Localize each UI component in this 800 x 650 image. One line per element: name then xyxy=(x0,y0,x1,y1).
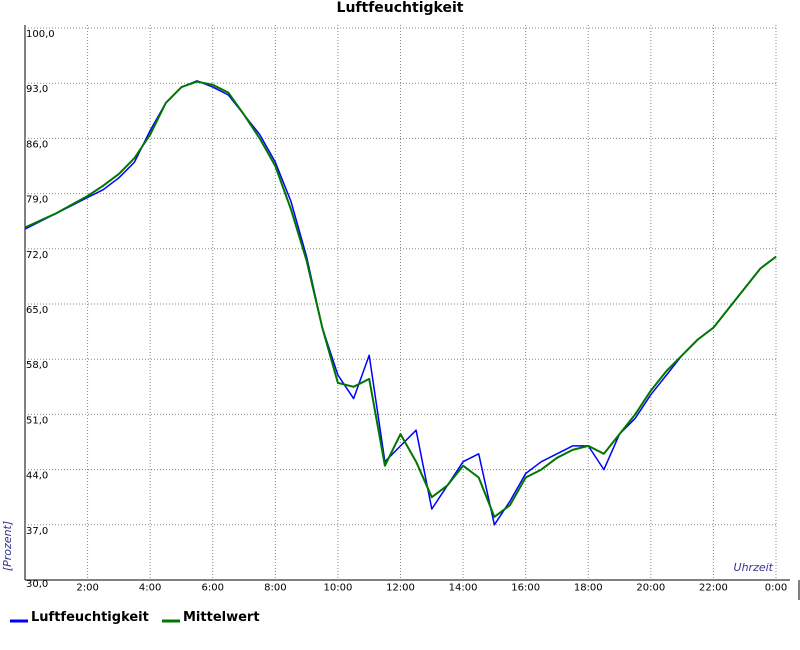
y-tick-label: 72,0 xyxy=(26,250,48,261)
y-tick-label: 100,0 xyxy=(26,29,55,40)
chart-title: Luftfeuchtigkeit xyxy=(337,0,464,16)
x-tick-label: 4:00 xyxy=(139,582,161,593)
legend: Luftfeuchtigkeit Mittelwert xyxy=(10,610,260,625)
x-tick-label: 10:00 xyxy=(324,582,353,593)
y-tick-label: 37,0 xyxy=(26,526,48,537)
series-line xyxy=(24,80,777,518)
x-axis-label: Uhrzeit xyxy=(734,561,774,574)
x-tick-label: 2:00 xyxy=(76,582,98,593)
x-tick-label: 8:00 xyxy=(264,582,286,593)
y-tick-label: 30,0 xyxy=(26,579,48,590)
legend-label: Mittelwert xyxy=(183,610,260,625)
legend-label: Luftfeuchtigkeit xyxy=(31,610,149,625)
x-tick-label: 12:00 xyxy=(386,582,415,593)
y-tick-label: 65,0 xyxy=(26,305,48,316)
y-tick-label: 58,0 xyxy=(26,360,48,371)
y-tick-label: 51,0 xyxy=(26,415,48,426)
y-tick-label: 44,0 xyxy=(26,471,48,482)
y-tick-label: 79,0 xyxy=(26,195,48,206)
y-tick-label: 86,0 xyxy=(26,139,48,150)
x-tick-label: 20:00 xyxy=(636,582,665,593)
x-tick-label: 0:00 xyxy=(765,582,787,593)
series-line xyxy=(24,80,777,526)
y-axis-label: [Prozent] xyxy=(1,521,14,571)
x-tick-label: 14:00 xyxy=(449,582,478,593)
y-tick-label: 93,0 xyxy=(26,84,48,95)
x-tick-label: 22:00 xyxy=(699,582,728,593)
x-tick-label: 6:00 xyxy=(202,582,224,593)
x-tick-label: 16:00 xyxy=(511,582,540,593)
x-tick-label: 18:00 xyxy=(574,582,603,593)
